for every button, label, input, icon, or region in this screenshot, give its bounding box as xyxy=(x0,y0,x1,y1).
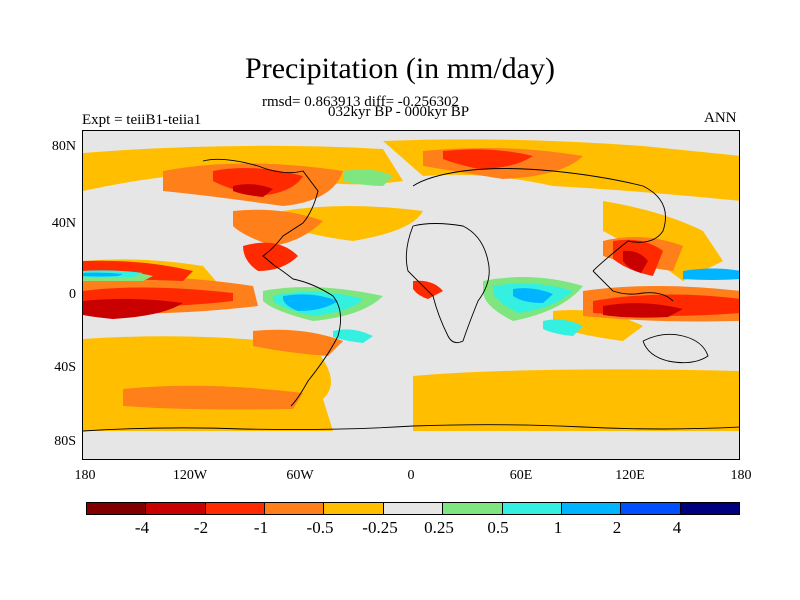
colorbar-cell xyxy=(265,503,325,514)
colorbar-label: 0.5 xyxy=(487,518,509,537)
map-panel xyxy=(82,130,740,460)
colorbar-cell xyxy=(443,503,503,514)
colorbar-label: -1 xyxy=(253,518,269,537)
colorbar-label: 2 xyxy=(612,518,622,537)
lon-tick-label: 60W xyxy=(286,468,314,483)
lat-tick-label: 80N xyxy=(51,139,76,154)
lon-tick-label: 120E xyxy=(615,468,645,483)
colorbar-label: 0.25 xyxy=(424,518,454,537)
lon-tick-label: 60E xyxy=(509,468,533,483)
season-label: ANN xyxy=(704,110,737,126)
coastlines xyxy=(83,158,739,432)
precipitation-map xyxy=(83,139,739,432)
lon-tick-label: 180 xyxy=(74,468,96,483)
colorbar-label: -2 xyxy=(193,518,209,537)
colorbar-cell xyxy=(680,503,739,514)
colorbar-label: -0.5 xyxy=(306,518,334,537)
colorbar-cell xyxy=(87,503,147,514)
colorbar-cell xyxy=(146,503,206,514)
plot-title: Precipitation (in mm/day) xyxy=(245,52,555,85)
lat-tick-label: 80S xyxy=(54,434,76,449)
colorbar-label: -4 xyxy=(134,518,150,537)
colorbar xyxy=(86,502,740,515)
lon-tick-label: 0 xyxy=(407,468,415,483)
colorbar-label: -0.25 xyxy=(362,518,398,537)
colorbar-cell xyxy=(324,503,384,514)
colorbar-cell xyxy=(561,503,622,514)
colorbar-label: 4 xyxy=(672,518,682,537)
lat-tick-label: 40S xyxy=(54,360,76,375)
lon-tick-label: 180 xyxy=(730,468,752,483)
colorbar-cell xyxy=(383,503,444,514)
colorbar-cell xyxy=(205,503,266,514)
colorbar-cell xyxy=(621,503,681,514)
lon-tick-label: 120W xyxy=(172,468,208,483)
period-line: 032kyr BP - 000kyr BP xyxy=(328,104,470,120)
colorbar-label: 1 xyxy=(553,518,563,537)
stats-line: rmsd= 0.863913 diff= -0.256302 xyxy=(262,94,460,110)
lat-tick-label: 40N xyxy=(51,216,76,231)
colorbar-cell xyxy=(502,503,562,514)
anomaly-blue-regions xyxy=(83,268,739,311)
lat-tick-label: 0 xyxy=(69,287,76,302)
experiment-label: Expt = teiiB1-teiia1 xyxy=(82,112,202,128)
anomaly-darkred-regions xyxy=(83,184,683,319)
